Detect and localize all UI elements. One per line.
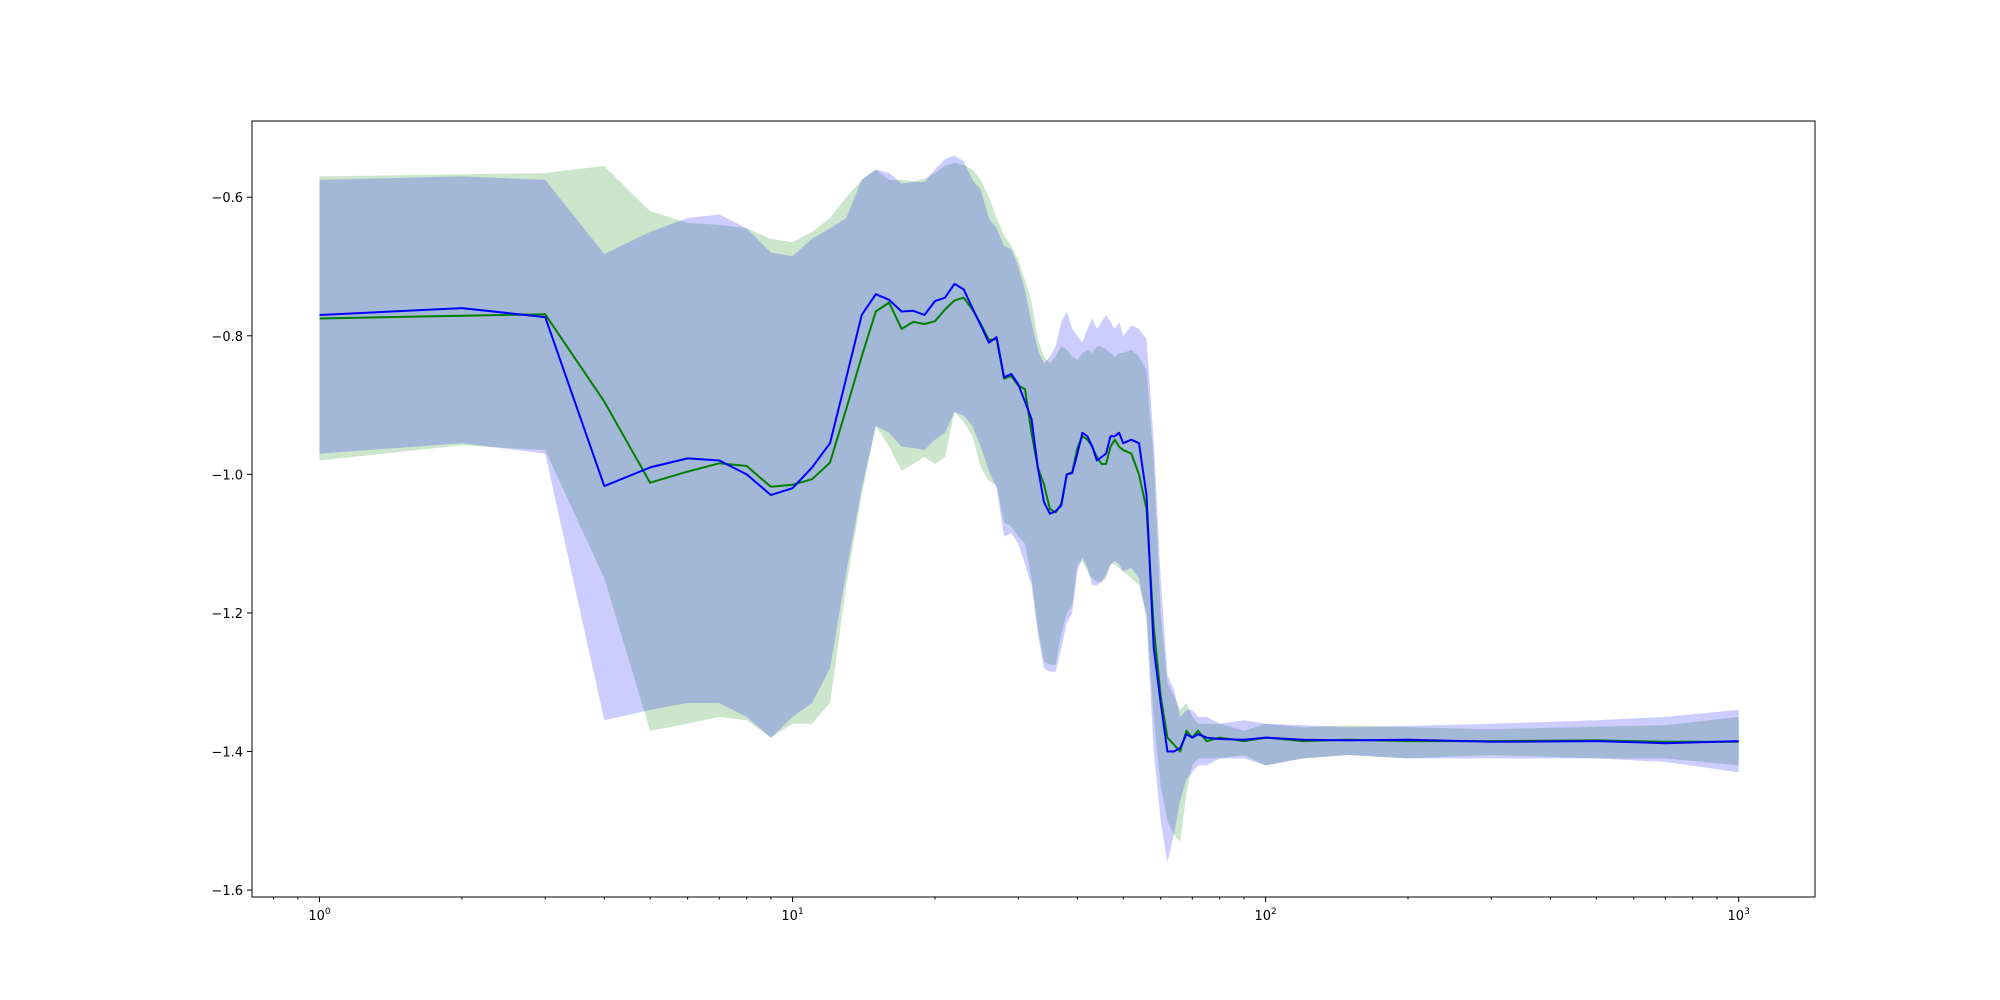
y-tick-label: −1.4: [211, 746, 243, 761]
y-tick-label: −1.0: [211, 468, 243, 483]
confidence-band-1: [319, 155, 1739, 863]
y-tick-label: −1.6: [211, 884, 243, 899]
y-tick-label: −1.2: [211, 607, 243, 622]
x-axis: 100 101 102 103: [273, 897, 1750, 924]
confidence-bands: [319, 155, 1739, 863]
y-tick-label: −0.6: [211, 191, 243, 206]
plot-frame: [251, 120, 1816, 898]
x-tick-label: 102: [1254, 907, 1276, 924]
x-tick-label: 101: [781, 907, 803, 924]
y-tick-label: −0.8: [211, 330, 243, 345]
mean-lines: [319, 282, 1739, 753]
x-tick-label: 103: [1728, 907, 1750, 924]
mean-line-1: [319, 282, 1739, 753]
confidence-band-0: [319, 162, 1739, 842]
x-tick-label: 100: [308, 907, 331, 924]
y-axis: −0.6 −0.8 −1.0 −1.2 −1.4 −1.6: [211, 191, 252, 899]
